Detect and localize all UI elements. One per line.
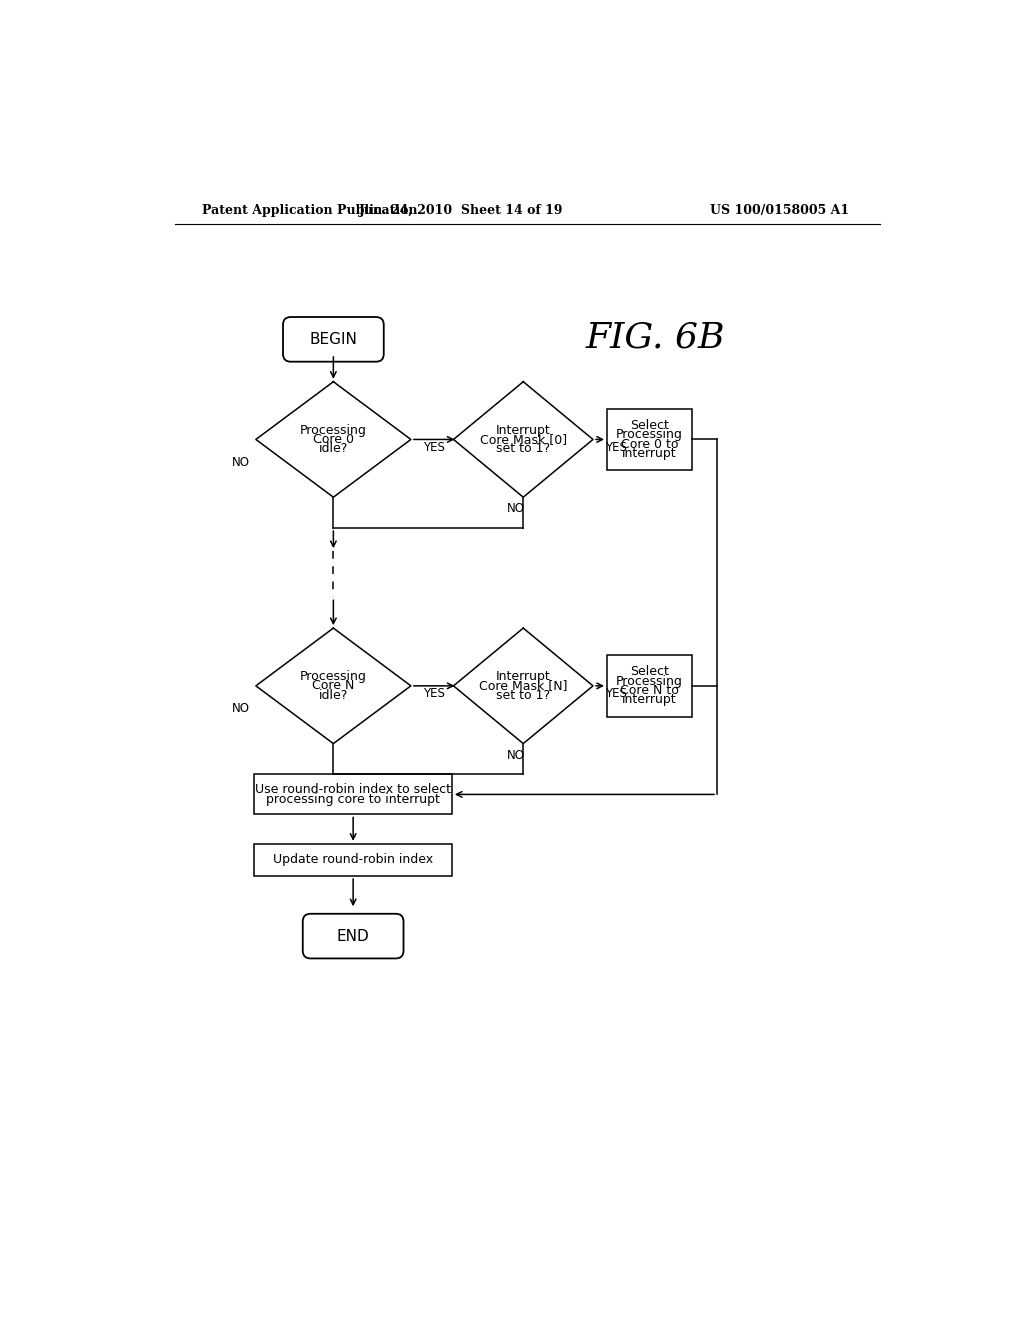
- Text: BEGIN: BEGIN: [309, 331, 357, 347]
- Bar: [607, 409, 692, 470]
- Text: Interrupt: Interrupt: [496, 424, 551, 437]
- Text: set to 1?: set to 1?: [497, 442, 550, 455]
- Text: Update round-robin index: Update round-robin index: [273, 853, 433, 866]
- Text: Core 0: Core 0: [313, 433, 354, 446]
- Text: NO: NO: [231, 702, 250, 715]
- Text: YES: YES: [605, 441, 627, 454]
- Text: Jun. 24, 2010  Sheet 14 of 19: Jun. 24, 2010 Sheet 14 of 19: [359, 205, 563, 218]
- Text: END: END: [337, 928, 370, 944]
- Text: processing core to interrupt: processing core to interrupt: [266, 792, 440, 805]
- Text: NO: NO: [507, 502, 524, 515]
- Text: NO: NO: [507, 748, 524, 762]
- Text: Core N to: Core N to: [621, 684, 679, 697]
- Text: US 100/0158005 A1: US 100/0158005 A1: [710, 205, 849, 218]
- Text: YES: YES: [423, 686, 445, 700]
- Text: Interrupt: Interrupt: [496, 671, 551, 682]
- Bar: [607, 655, 692, 717]
- Text: Core Mask [N]: Core Mask [N]: [479, 680, 567, 693]
- Text: Processing: Processing: [300, 424, 367, 437]
- Text: Processing: Processing: [300, 671, 367, 682]
- Text: Core N: Core N: [312, 680, 354, 693]
- Text: idle?: idle?: [318, 442, 348, 455]
- Text: Select: Select: [630, 665, 669, 678]
- Text: Processing: Processing: [616, 428, 683, 441]
- Text: FIG. 6B: FIG. 6B: [586, 321, 725, 354]
- Text: Patent Application Publication: Patent Application Publication: [202, 205, 417, 218]
- Text: interrupt: interrupt: [623, 447, 677, 459]
- Text: Processing: Processing: [616, 675, 683, 688]
- Text: Select: Select: [630, 418, 669, 432]
- Bar: [254, 843, 452, 876]
- Text: Core 0 to: Core 0 to: [621, 438, 678, 450]
- Bar: [254, 775, 452, 814]
- Text: NO: NO: [231, 455, 250, 469]
- Text: YES: YES: [605, 686, 627, 700]
- Text: Core Mask [0]: Core Mask [0]: [479, 433, 567, 446]
- Text: Use round-robin index to select: Use round-robin index to select: [255, 783, 452, 796]
- Text: idle?: idle?: [318, 689, 348, 702]
- Text: set to 1?: set to 1?: [497, 689, 550, 702]
- Text: interrupt: interrupt: [623, 693, 677, 706]
- Text: YES: YES: [423, 441, 445, 454]
